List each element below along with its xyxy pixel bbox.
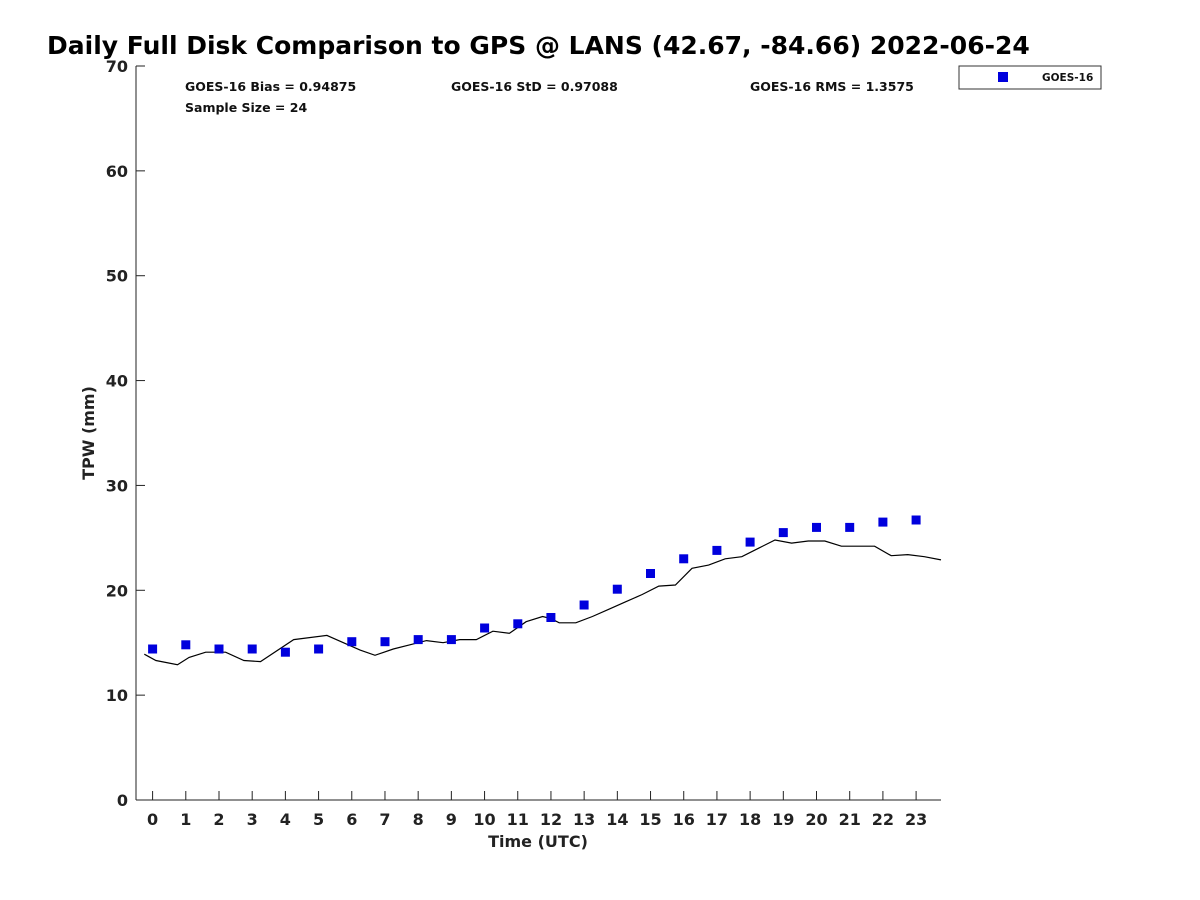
reference-series bbox=[144, 539, 942, 666]
data-point bbox=[513, 619, 523, 629]
x-tick-label: 9 bbox=[446, 810, 457, 829]
x-tick-label: 13 bbox=[573, 810, 595, 829]
x-tick-label: 11 bbox=[507, 810, 529, 829]
data-point bbox=[446, 635, 456, 645]
x-tick-label: 3 bbox=[247, 810, 258, 829]
reference-line bbox=[144, 539, 942, 666]
stat-std: GOES-16 StD = 0.97088 bbox=[451, 79, 618, 94]
data-point bbox=[314, 644, 324, 654]
data-point bbox=[413, 635, 423, 645]
y-tick-label: 70 bbox=[106, 57, 128, 76]
axes bbox=[135, 66, 941, 801]
data-point bbox=[679, 554, 689, 564]
data-point bbox=[347, 637, 357, 647]
x-tick-label: 19 bbox=[772, 810, 794, 829]
x-tick-label: 1 bbox=[180, 810, 191, 829]
data-point bbox=[812, 522, 821, 532]
y-tick-label: 40 bbox=[106, 372, 128, 391]
legend-marker-goes16 bbox=[998, 72, 1008, 82]
x-tick-label: 14 bbox=[606, 810, 628, 829]
data-point bbox=[480, 623, 490, 633]
x-tick-label: 10 bbox=[473, 810, 495, 829]
y-axis-ticks: 0 10 20 30 40 50 60 70 bbox=[106, 57, 145, 810]
data-point bbox=[380, 637, 390, 647]
x-tick-label: 23 bbox=[905, 810, 927, 829]
y-tick-label: 0 bbox=[117, 791, 128, 810]
data-point bbox=[646, 569, 655, 578]
x-tick-label: 2 bbox=[213, 810, 224, 829]
legend-box bbox=[958, 65, 1102, 90]
data-point bbox=[745, 537, 755, 547]
data-point bbox=[579, 600, 589, 610]
data-point bbox=[878, 517, 888, 527]
goes16-series bbox=[148, 515, 921, 657]
data-point bbox=[181, 640, 191, 650]
y-axis-label: TPW (mm) bbox=[79, 386, 98, 480]
data-point bbox=[247, 644, 257, 654]
x-tick-label: 12 bbox=[540, 810, 562, 829]
x-tick-label: 5 bbox=[313, 810, 324, 829]
data-point bbox=[712, 545, 722, 555]
chart-title: Daily Full Disk Comparison to GPS @ LANS… bbox=[47, 31, 1030, 60]
x-tick-label: 20 bbox=[805, 810, 827, 829]
x-axis-label: Time (UTC) bbox=[488, 832, 588, 851]
stat-rms: GOES-16 RMS = 1.3575 bbox=[750, 79, 914, 94]
y-tick-label: 20 bbox=[106, 581, 128, 600]
y-tick-label: 60 bbox=[106, 162, 128, 181]
x-tick-label: 0 bbox=[147, 810, 158, 829]
stat-bias: GOES-16 Bias = 0.94875 bbox=[185, 79, 356, 94]
data-point bbox=[546, 613, 556, 622]
x-tick-label: 22 bbox=[872, 810, 894, 829]
data-point bbox=[778, 528, 788, 538]
data-point bbox=[148, 644, 158, 654]
data-point bbox=[280, 647, 290, 657]
x-tick-label: 16 bbox=[673, 810, 695, 829]
y-tick-label: 30 bbox=[106, 476, 128, 495]
legend: GOES-16 bbox=[958, 65, 1102, 90]
x-tick-label: 7 bbox=[379, 810, 390, 829]
x-tick-label: 18 bbox=[739, 810, 761, 829]
x-axis-ticks: 0 1 2 3 4 5 6 7 8 9 10 11 12 13 14 15 16 17 18 19 20 21 22 23 bbox=[147, 791, 927, 829]
x-tick-label: 21 bbox=[839, 810, 861, 829]
legend-label-goes16: GOES-16 bbox=[1042, 72, 1093, 84]
x-tick-label: 6 bbox=[346, 810, 357, 829]
data-point bbox=[612, 584, 622, 594]
data-point bbox=[911, 515, 921, 525]
x-tick-label: 8 bbox=[413, 810, 424, 829]
y-tick-label: 10 bbox=[106, 686, 128, 705]
data-point bbox=[845, 522, 855, 532]
x-tick-label: 15 bbox=[639, 810, 661, 829]
stat-sample-size: Sample Size = 24 bbox=[185, 100, 307, 115]
y-tick-label: 50 bbox=[106, 267, 128, 286]
data-point bbox=[214, 644, 224, 654]
x-tick-label: 17 bbox=[706, 810, 728, 829]
x-tick-label: 4 bbox=[280, 810, 291, 829]
